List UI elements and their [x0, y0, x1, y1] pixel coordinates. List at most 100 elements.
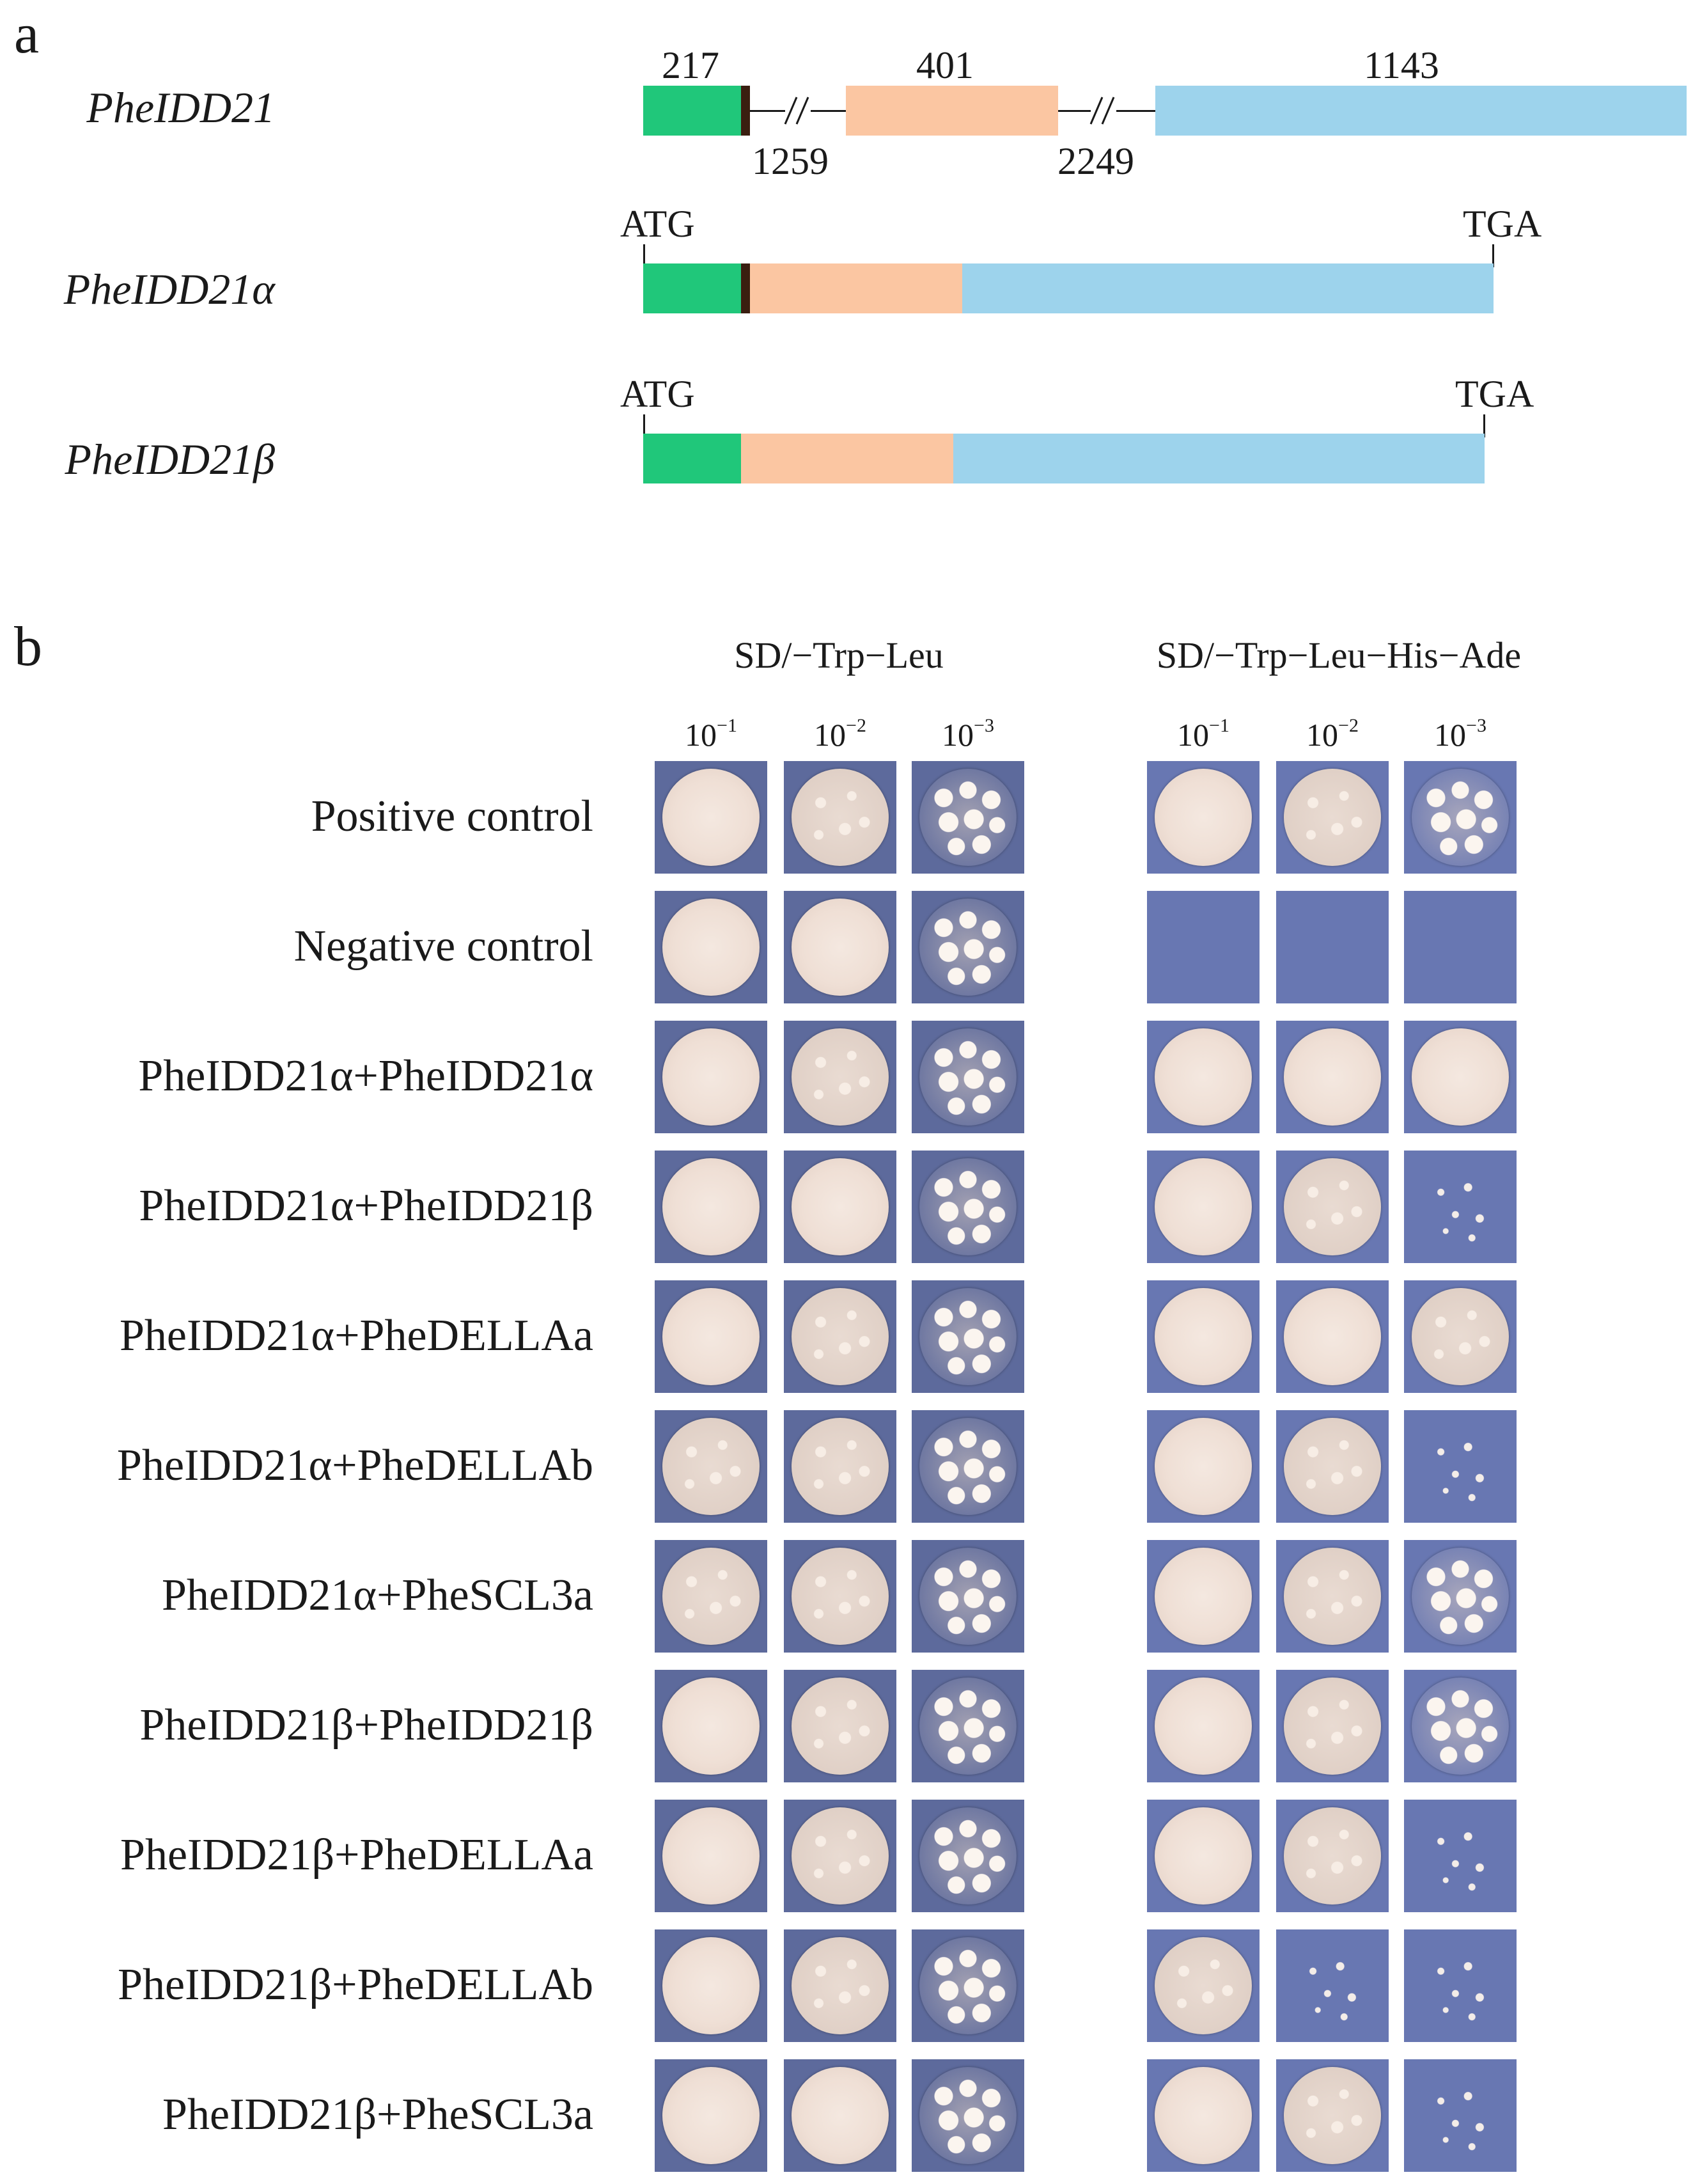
- exon2-length: 401: [916, 44, 974, 86]
- yeast-plate-right: [1404, 1670, 1517, 1782]
- yeast-colony-spot: [662, 1418, 760, 1515]
- yeast-plate-left: [912, 1021, 1024, 1133]
- gene-label-pheidd21-beta: PheIDD21β: [65, 435, 275, 483]
- yeast-plate-left: [912, 1280, 1024, 1393]
- yeast-colony-spot: [919, 1288, 1017, 1385]
- panel-b-letter: b: [14, 616, 42, 678]
- gene1-exon1-junction: [741, 86, 750, 136]
- yeast-plate-left: [784, 1670, 896, 1782]
- alpha-exon3: [962, 263, 1494, 313]
- row-label: Positive control: [311, 792, 593, 841]
- yeast-colony-spot: [792, 1937, 889, 2034]
- yeast-colony-spot: [1412, 769, 1509, 866]
- yeast-plate-left: [655, 1670, 767, 1782]
- intron1-length: 1259: [752, 140, 829, 182]
- yeast-plate-right: [1276, 1021, 1389, 1133]
- alpha-stop-tick: [1492, 244, 1494, 267]
- yeast-colony-spot: [662, 1807, 760, 1905]
- right-dilution-header-3: 10−3: [1404, 716, 1517, 751]
- dilution-exponent: −2: [846, 715, 866, 736]
- yeast-colony-spot: [662, 1158, 760, 1255]
- row-label: PheIDD21β+PheSCL3a: [162, 2090, 593, 2139]
- row-label: PheIDD21α+PheIDD21α: [138, 1051, 593, 1101]
- yeast-plate-right: [1404, 1800, 1517, 1912]
- yeast-plate-left: [912, 2059, 1024, 2172]
- row-label: PheIDD21α+PheSCL3a: [161, 1571, 593, 1620]
- yeast-plate-left: [784, 1540, 896, 1653]
- yeast-plate-left: [784, 891, 896, 1003]
- yeast-plate-right: [1147, 2059, 1260, 2172]
- yeast-colony-spot: [1284, 1548, 1381, 1645]
- yeast-colony-spot: [1155, 769, 1252, 866]
- yeast-plate-left: [655, 1410, 767, 1523]
- yeast-colony-spot: [662, 1548, 760, 1645]
- yeast-colony-spot: [792, 1807, 889, 1905]
- gene1-exon1: [643, 86, 741, 136]
- exon1-length: 217: [662, 44, 719, 86]
- yeast-colony-spot: [662, 2067, 760, 2164]
- yeast-colony-spot: [1155, 1158, 1252, 1255]
- yeast-plate-left: [784, 1151, 896, 1263]
- intron2-length: 2249: [1057, 140, 1134, 182]
- beta-exon1: [643, 434, 741, 483]
- yeast-plate-left: [784, 1929, 896, 2042]
- intron2-break-mark: [1089, 97, 1116, 125]
- yeast-colony-spot: [919, 769, 1017, 866]
- yeast-plate-left: [655, 2059, 767, 2172]
- yeast-plate-right: [1147, 1540, 1260, 1653]
- yeast-plate-right: [1404, 1151, 1517, 1263]
- yeast-colony-spot: [1284, 1677, 1381, 1775]
- yeast-colony-spot: [919, 1807, 1017, 1905]
- beta-start-tick: [643, 414, 645, 437]
- yeast-colony-spot: [1284, 1418, 1381, 1515]
- alpha-start-codon: ATG: [620, 203, 695, 245]
- yeast-plate-left: [784, 1410, 896, 1523]
- yeast-colony-spot: [792, 1418, 889, 1515]
- yeast-colony-spot: [1412, 1807, 1509, 1905]
- dilution-exponent: −2: [1338, 715, 1359, 736]
- yeast-plate-left: [655, 1021, 767, 1133]
- left-dilution-header-3: 10−3: [912, 716, 1024, 751]
- yeast-colony-spot: [1412, 1937, 1509, 2034]
- yeast-colony-spot: [1284, 1288, 1381, 1385]
- yeast-colony-spot: [792, 1548, 889, 1645]
- row-label: PheIDD21β+PheDELLAa: [120, 1830, 593, 1880]
- yeast-colony-spot: [1412, 1418, 1509, 1515]
- yeast-plate-right: [1404, 891, 1517, 1003]
- yeast-plate-left: [655, 1929, 767, 2042]
- yeast-plate-right: [1147, 1151, 1260, 1263]
- beta-stop-codon: TGA: [1455, 373, 1534, 415]
- yeast-plate-right: [1276, 1800, 1389, 1912]
- dilution-exponent: −3: [974, 715, 994, 736]
- beta-stop-tick: [1483, 414, 1485, 437]
- yeast-plate-right: [1276, 1280, 1389, 1393]
- gene1-exon2: [846, 86, 1058, 136]
- yeast-plate-right: [1404, 1280, 1517, 1393]
- right-dilution-header-2: 10−2: [1276, 716, 1389, 751]
- yeast-plate-left: [655, 761, 767, 874]
- yeast-colony-spot: [662, 1028, 760, 1126]
- dilution-base: 10: [1177, 717, 1210, 753]
- row-label: PheIDD21α+PheDELLAb: [117, 1441, 593, 1490]
- left-dilution-header-2: 10−2: [784, 716, 896, 753]
- left-dilution-header-1: 10−1: [655, 716, 767, 751]
- condition-sd-trp-leu: SD/−Trp−Leu: [734, 634, 944, 676]
- yeast-plate-right: [1147, 1280, 1260, 1393]
- exon3-length: 1143: [1364, 44, 1439, 86]
- yeast-colony-spot: [1155, 1418, 1252, 1515]
- dilution-base: 10: [814, 717, 846, 753]
- yeast-colony-spot: [1412, 2067, 1509, 2164]
- yeast-plate-left: [784, 1800, 896, 1912]
- yeast-colony-spot: [1155, 2067, 1252, 2164]
- yeast-colony-spot: [662, 1937, 760, 2034]
- yeast-colony-spot: [1284, 1937, 1381, 2034]
- dilution-exponent: −3: [1466, 715, 1486, 736]
- beta-start-codon: ATG: [620, 373, 695, 415]
- yeast-colony-spot: [919, 1937, 1017, 2034]
- yeast-plate-left: [912, 1800, 1024, 1912]
- yeast-plate-right: [1276, 891, 1389, 1003]
- yeast-plate-right: [1276, 1670, 1389, 1782]
- yeast-plate-right: [1147, 1929, 1260, 2042]
- yeast-plate-right: [1276, 2059, 1389, 2172]
- yeast-colony-spot: [919, 899, 1017, 996]
